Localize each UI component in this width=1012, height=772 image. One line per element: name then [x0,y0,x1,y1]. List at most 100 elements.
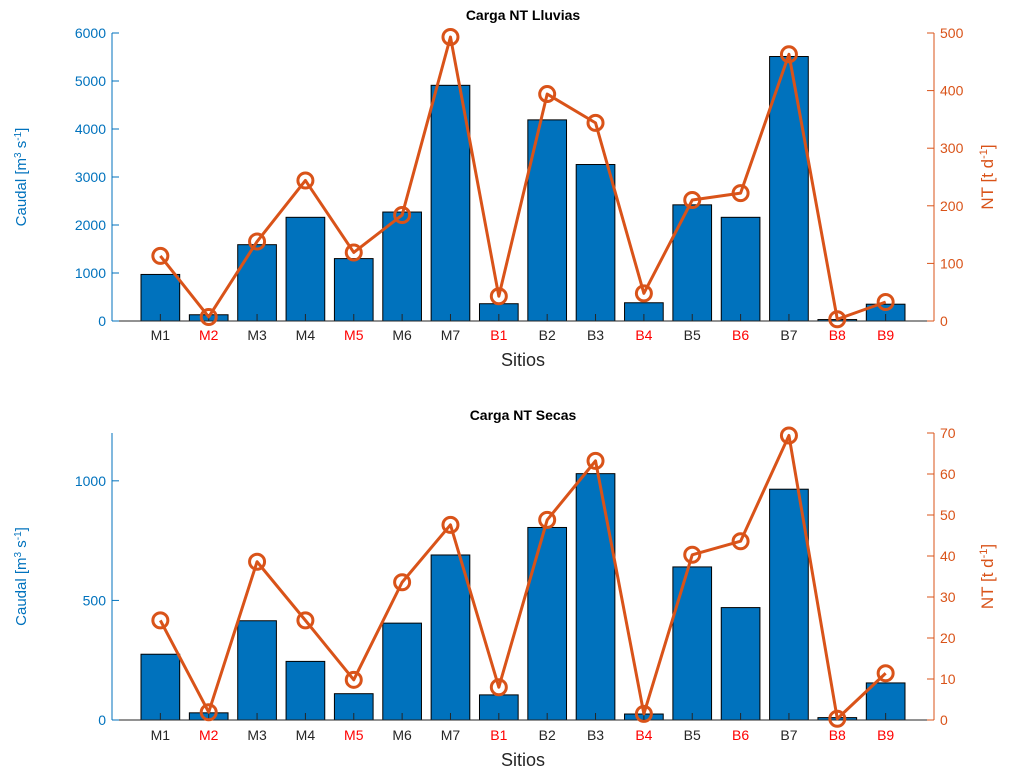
nt-point-M3 [248,232,267,251]
nt-point-B4 [634,284,653,303]
left-tick-label: 1000 [75,473,106,489]
bar-M6 [382,211,422,322]
right-tick-label: 300 [940,140,964,156]
left-tick-label: 5000 [75,73,106,89]
nt-point-M4 [296,611,315,630]
x-tick-label-M6: M6 [392,327,412,343]
nt-point-M1 [151,611,170,630]
x-tick-label-B4: B4 [635,327,652,343]
nt-point-M5 [344,670,363,689]
x-tick-label-M7: M7 [441,327,461,343]
nt-point-B1 [489,287,508,306]
left-y-label-part: Caudal [m [13,557,30,625]
nt-point-B3 [586,113,605,132]
right-tick-label: 10 [940,671,956,687]
chart-panel-2: Carga NT Secas 0 500 1000 0 10 20 30 40 50 60 70 M1 M… [13,407,998,770]
nt-point-B9 [876,292,895,311]
bar-B5 [672,566,713,721]
x-tick-label-B8: B8 [829,327,846,343]
x-tick-label-M2: M2 [199,727,219,743]
x-tick-label-B6: B6 [732,727,749,743]
bar-B3 [575,473,616,721]
x-tick-label-M1: M1 [151,327,171,343]
bar-M7 [430,554,471,721]
x-tick-label-B7: B7 [780,327,797,343]
left-tick-label: 3000 [75,169,106,185]
nt-point-M6 [393,573,412,592]
bar-B6 [720,607,761,721]
right-y-axis-label: NT [t d-1] [978,144,997,209]
bar-M1 [140,653,181,721]
left-y-label-part: s [13,540,30,552]
right-tick-label: 30 [940,589,956,605]
nt-point-M3 [248,552,267,571]
right-tick-label: 60 [940,466,956,482]
left-y-label-part: -1 [13,531,24,540]
x-tick-label-B5: B5 [684,327,701,343]
bar-B3 [575,164,616,322]
left-y-axis-label: Caudal [m3 s-1] [13,128,31,227]
x-tick-label-B9: B9 [877,327,894,343]
x-tick-label-B9: B9 [877,727,894,743]
bar-B2 [527,526,568,721]
bar-M7 [430,84,471,322]
bar-M6 [382,622,422,721]
nt-point-B1 [489,678,508,697]
right-y-axis-label: NT [t d-1] [978,544,997,609]
nt-point-M7 [441,28,460,47]
right-tick-label: 0 [940,712,948,728]
left-y-label-part: Caudal [m [13,158,30,226]
left-y-label-part: ] [13,527,30,531]
right-y-label-part: ] [978,544,997,549]
right-tick-label: 0 [940,313,948,329]
x-tick-label-M1: M1 [151,727,171,743]
bar-M5 [333,258,374,322]
x-tick-label-M4: M4 [296,727,316,743]
nt-point-B5 [683,191,702,210]
left-y-axis-label: Caudal [m3 s-1] [13,527,31,626]
x-tick-label-B1: B1 [490,327,507,343]
nt-point-B6 [731,532,750,551]
x-tick-label-M6: M6 [392,727,412,743]
x-tick-label-B7: B7 [780,727,797,743]
left-tick-label: 1000 [75,265,106,281]
bar-M1 [140,273,181,322]
nt-line [159,433,887,721]
nt-point-B9 [876,664,895,683]
nt-point-B8 [828,709,847,728]
right-tick-label: 500 [940,25,964,41]
nt-point-B3 [586,451,605,470]
left-y-label-part: ] [13,128,30,132]
right-tick-label: 50 [940,507,956,523]
x-tick-label-M7: M7 [441,727,461,743]
x-tick-label-M2: M2 [199,327,219,343]
x-tick-label-B8: B8 [829,727,846,743]
nt-point-B7 [779,426,798,445]
x-tick-label-M4: M4 [296,327,316,343]
right-tick-label: 200 [940,198,964,214]
chart-title: Carga NT Secas [470,407,577,423]
nt-point-M4 [296,171,315,190]
right-tick-label: 70 [940,425,956,441]
chart-panel-1: Carga NT Lluvias010002000300040005000600… [13,7,998,370]
left-tick-label: 0 [98,313,106,329]
nt-point-B8 [828,310,847,329]
x-tick-label-B1: B1 [490,727,507,743]
right-tick-label: 40 [940,548,956,564]
nt-point-M7 [441,515,460,534]
x-tick-label-M3: M3 [247,727,267,743]
x-axis-label: Sitios [501,350,545,370]
x-tick-label-M3: M3 [247,327,267,343]
nt-point-B4 [634,704,653,723]
nt-point-M2 [199,703,218,722]
left-y-label-part: -1 [13,131,24,140]
chart-title: Carga NT Lluvias [466,7,581,23]
x-tick-label-B4: B4 [635,727,652,743]
left-tick-label: 0 [98,712,106,728]
x-tick-label-B3: B3 [587,727,604,743]
right-y-label-part: ] [978,144,997,149]
x-tick-label-B5: B5 [684,727,701,743]
bar-B5 [672,204,713,322]
